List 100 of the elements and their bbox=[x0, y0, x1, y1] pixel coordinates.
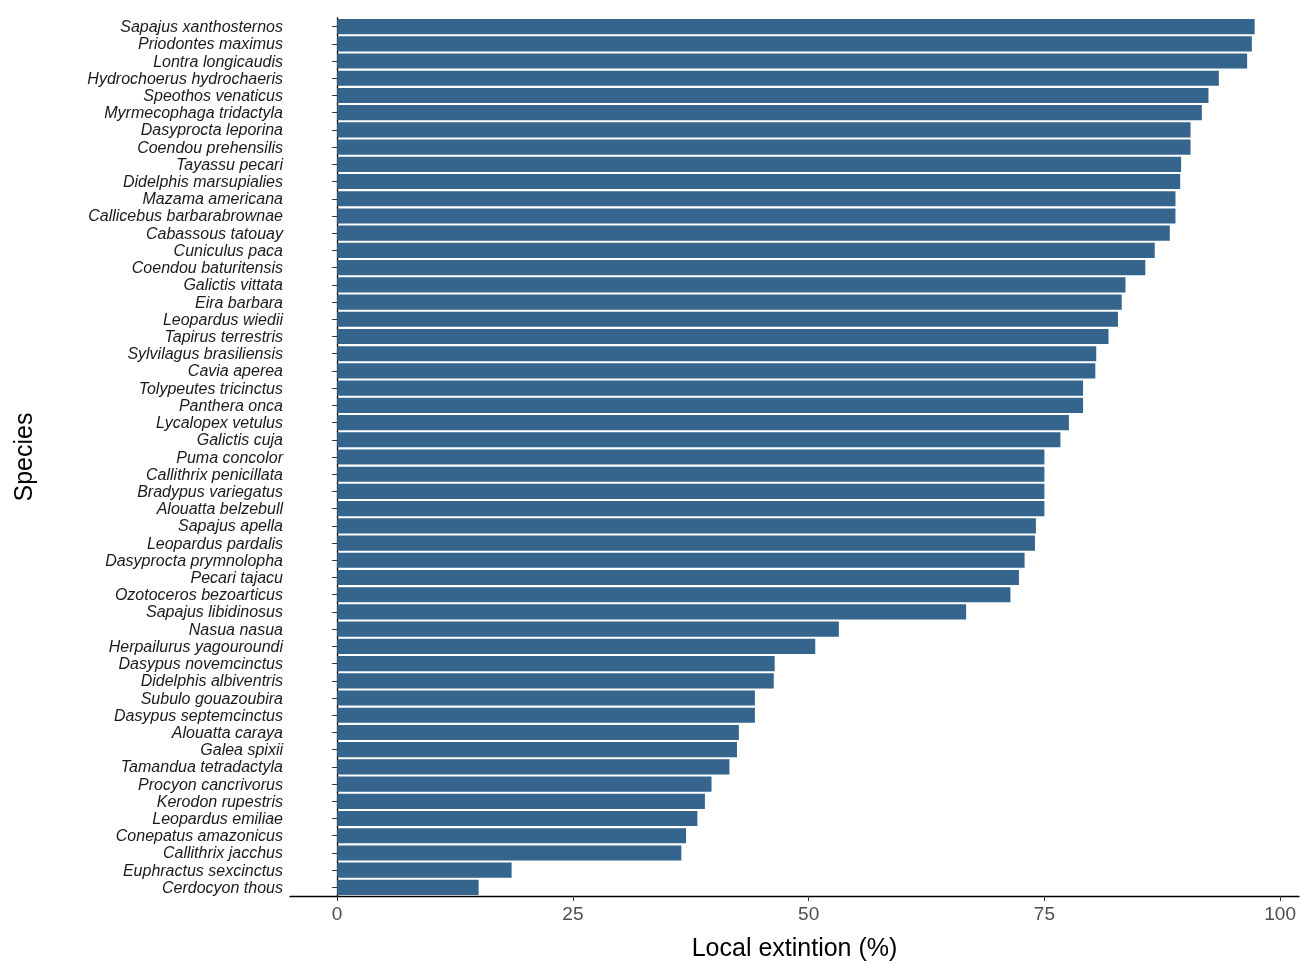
bar bbox=[337, 191, 1176, 207]
bar bbox=[337, 225, 1170, 241]
y-tick-label: Bradypus variegatus bbox=[137, 482, 283, 500]
bar bbox=[337, 294, 1122, 310]
y-tick-label: Hydrochoerus hydrochaeris bbox=[87, 69, 283, 87]
bar bbox=[337, 466, 1045, 482]
y-tick-label: Tapirus terrestris bbox=[164, 327, 283, 345]
y-tick-label: Cabassous tatouay bbox=[146, 224, 284, 242]
bar bbox=[337, 724, 739, 741]
bar bbox=[337, 604, 967, 620]
y-tick-label: Dasyprocta leporina bbox=[140, 121, 284, 139]
y-tick-label: Myrmecophaga tridactyla bbox=[104, 104, 284, 122]
y-tick-label: Tamandua tetradactyla bbox=[120, 758, 284, 776]
x-tick-label: 75 bbox=[1033, 903, 1055, 924]
y-tick-label: Panthera onca bbox=[178, 396, 284, 414]
y-tick-label: Tayassu pecari bbox=[175, 155, 284, 173]
bar bbox=[337, 122, 1191, 138]
y-tick-label: Callithrix penicillata bbox=[146, 465, 284, 483]
y-tick-label: Dasyprocta prymnolopha bbox=[105, 551, 284, 569]
bar bbox=[337, 828, 687, 844]
y-tick-label: Puma concolor bbox=[176, 448, 284, 466]
y-tick-label: Cerdocyon thous bbox=[162, 878, 283, 896]
y-tick-label: Leopardus wiedii bbox=[162, 310, 284, 328]
bar bbox=[337, 363, 1096, 379]
bar bbox=[337, 673, 774, 689]
y-tick-label: Conepatus amazonicus bbox=[115, 827, 283, 845]
bar bbox=[337, 105, 1202, 121]
bar bbox=[337, 346, 1097, 362]
x-axis-title: Local extintion (%) bbox=[691, 932, 898, 961]
y-tick-label: Dasypus novemcinctus bbox=[118, 655, 283, 673]
y-tick-label: Alouatta caraya bbox=[170, 723, 284, 741]
y-tick-label: Didelphis marsupialies bbox=[122, 173, 283, 191]
y-tick-label: Cavia aperea bbox=[187, 362, 284, 380]
y-tick-label: Euphractus sexcinctus bbox=[122, 861, 283, 879]
y-tick-label: Sapajus apella bbox=[178, 517, 284, 535]
bar bbox=[337, 690, 755, 706]
bar bbox=[337, 518, 1036, 534]
y-tick-label: Coendou baturitensis bbox=[131, 259, 283, 277]
bar bbox=[337, 173, 1181, 190]
y-tick-label: Coendou prehensilis bbox=[137, 138, 283, 156]
bar bbox=[337, 19, 1255, 35]
bar bbox=[337, 311, 1118, 327]
y-tick-label: Sapajus xanthosternos bbox=[120, 18, 283, 36]
bar bbox=[337, 707, 755, 723]
bar bbox=[337, 397, 1084, 413]
bar bbox=[337, 242, 1155, 258]
bar bbox=[337, 656, 775, 672]
bar bbox=[337, 260, 1146, 276]
y-tick-label: Callicebus barbarabrownae bbox=[88, 207, 284, 225]
bar bbox=[337, 87, 1209, 104]
y-tick-label: Galea spixii bbox=[200, 741, 284, 759]
y-tick-label: Tolypeutes tricinctus bbox=[138, 379, 283, 397]
y-tick-label: Herpailurus yagouroundi bbox=[108, 637, 284, 655]
y-tick-label: Galictis cuja bbox=[196, 431, 284, 449]
bar bbox=[337, 879, 479, 895]
bar bbox=[337, 793, 705, 809]
y-tick-label: Sapajus libidinosus bbox=[146, 603, 283, 621]
y-axis-title: Species bbox=[8, 412, 37, 502]
bar bbox=[337, 36, 1252, 52]
bar bbox=[337, 638, 816, 654]
y-tick-label: Galictis vittata bbox=[183, 276, 284, 294]
y-tick-label: Mazama americana bbox=[142, 190, 284, 208]
y-tick-label: Speothos venaticus bbox=[143, 86, 283, 104]
bar bbox=[337, 139, 1191, 155]
y-tick-label: Lycalopex vetulus bbox=[156, 414, 283, 432]
y-tick-label: Leopardus pardalis bbox=[146, 534, 283, 552]
y-tick-label: Callithrix jacchus bbox=[162, 844, 283, 862]
bar bbox=[337, 432, 1061, 448]
y-tick-label: Eira barbara bbox=[194, 293, 284, 311]
y-tick-label: Pecari tajacu bbox=[190, 569, 284, 587]
y-tick-label: Leopardus emiliae bbox=[152, 810, 284, 828]
bar bbox=[337, 414, 1069, 431]
y-tick-label: Didelphis albiventris bbox=[140, 672, 283, 690]
x-tick-label: 25 bbox=[562, 903, 584, 924]
y-tick-label: Cuniculus paca bbox=[173, 241, 284, 259]
x-tick-label: 0 bbox=[331, 903, 343, 924]
bar bbox=[337, 380, 1084, 396]
y-tick-label: Nasua nasua bbox=[188, 620, 284, 638]
bar bbox=[337, 862, 512, 878]
bar bbox=[337, 328, 1109, 345]
bar bbox=[337, 569, 1019, 586]
bar bbox=[337, 845, 682, 861]
bar bbox=[337, 759, 730, 775]
bar bbox=[337, 483, 1045, 500]
y-tick-label: Dasypus septemcinctus bbox=[114, 706, 283, 724]
y-tick-label: Lontra longicaudis bbox=[153, 52, 283, 70]
bar bbox=[337, 552, 1025, 568]
bar bbox=[337, 156, 1182, 172]
y-tick-label: Subulo gouazoubira bbox=[140, 689, 284, 707]
bar bbox=[337, 53, 1248, 69]
bar bbox=[337, 449, 1045, 465]
bar bbox=[337, 810, 698, 827]
x-tick-label: 50 bbox=[798, 903, 820, 924]
bar bbox=[337, 277, 1126, 293]
y-tick-label: Kerodon rupestris bbox=[156, 792, 283, 810]
y-tick-label: Sylvilagus brasiliensis bbox=[127, 345, 283, 363]
bar bbox=[337, 501, 1045, 517]
bar bbox=[337, 621, 839, 637]
bar bbox=[337, 742, 737, 758]
bar bbox=[337, 776, 712, 792]
